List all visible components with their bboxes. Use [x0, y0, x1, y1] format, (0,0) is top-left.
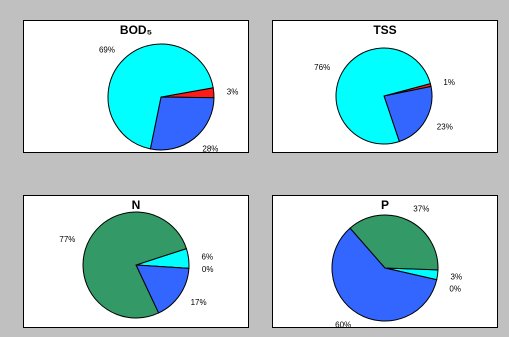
slice-label: 17% [191, 298, 207, 307]
slice-label: 3% [451, 273, 463, 282]
slice-label: 77% [59, 235, 75, 244]
pie-chart-bod5: BOD₅ 3% 28% 69% [23, 20, 249, 153]
chart-title: TSS [373, 23, 397, 37]
pie-svg: 3% 0% 60% 37% [331, 204, 463, 329]
slice-label: 3% [227, 88, 239, 97]
pie-svg: 1% 23% 76% [314, 47, 455, 145]
slice-label: 28% [202, 144, 218, 153]
slice-label: 60% [335, 321, 351, 329]
slice-label: 6% [202, 253, 214, 262]
chart-title: N [131, 198, 141, 212]
pie-slice [135, 264, 190, 314]
chart-title: P [380, 198, 389, 212]
slice-label: 1% [443, 78, 455, 87]
pie-chart-tss: TSS 1% 23% 76% [272, 20, 498, 153]
slice-label: 23% [437, 123, 453, 132]
pie-slice [349, 214, 439, 271]
pie-slice [383, 85, 433, 143]
chart-title: BOD₅ [119, 23, 153, 37]
pie-svg: 3% 28% 69% [99, 43, 239, 153]
pie-slice [149, 96, 215, 151]
pie-slice [335, 47, 431, 145]
pie-svg: 6% 0% 17% 77% [59, 211, 214, 319]
pie-slice [82, 211, 188, 319]
slice-label: 0% [449, 285, 461, 294]
pie-chart-n: N 6% 0% 17% 77% [23, 195, 249, 328]
slice-label: 0% [202, 265, 214, 274]
pie-slice [107, 43, 214, 150]
pie-slice [331, 227, 438, 322]
slice-label: 76% [314, 63, 330, 72]
slice-label: 69% [99, 46, 115, 55]
pie-chart-p: P 3% 0% 60% 37% [272, 195, 498, 329]
slice-label: 37% [413, 204, 429, 213]
